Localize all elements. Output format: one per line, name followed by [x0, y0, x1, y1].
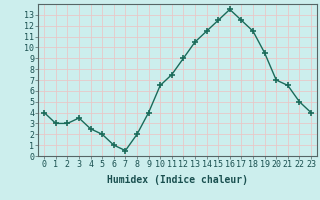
X-axis label: Humidex (Indice chaleur): Humidex (Indice chaleur): [107, 175, 248, 185]
